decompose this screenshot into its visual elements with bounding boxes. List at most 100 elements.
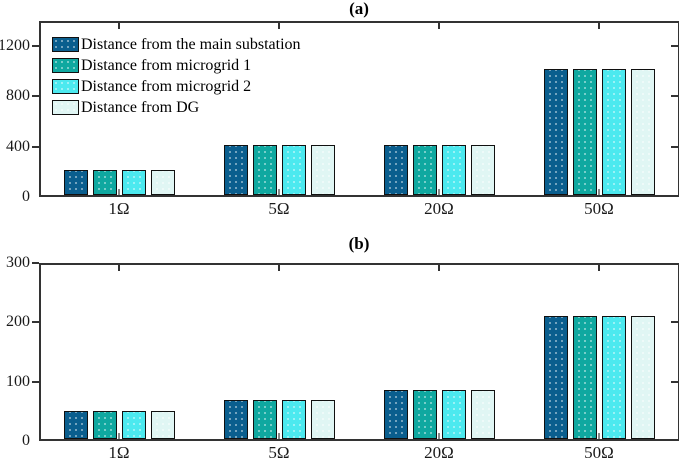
bar-1Ω-series-4 <box>150 169 175 195</box>
bar-20Ω-series-4 <box>470 144 495 195</box>
axis-left <box>39 21 41 197</box>
x-tick-top <box>438 264 440 271</box>
x-tick-label: 50Ω <box>584 199 614 218</box>
bar-50Ω-series-1 <box>543 316 568 439</box>
bar-50Ω-series-1 <box>543 69 568 195</box>
x-tick-top <box>438 22 440 29</box>
legend-swatch-icon <box>52 100 79 115</box>
legend-label: Distance from microgrid 2 <box>81 77 252 95</box>
x-tick-top <box>118 264 120 271</box>
axis-right <box>677 263 679 441</box>
y-tick-label: 300 <box>6 254 30 271</box>
legend-item: Distance from microgrid 2 <box>52 77 301 95</box>
x-tick-bottom <box>118 433 120 439</box>
bar-1Ω-series-4 <box>150 411 175 439</box>
y-tick-right <box>671 321 679 324</box>
x-tick-label: 5Ω <box>268 443 290 462</box>
bar-5Ω-series-1 <box>223 399 248 439</box>
x-tick-label: 1Ω <box>108 443 130 462</box>
y-tick-label: 400 <box>6 137 30 155</box>
bar-20Ω-series-3 <box>441 144 466 195</box>
bar-50Ω-series-2 <box>572 69 597 195</box>
bar-5Ω-series-3 <box>281 399 306 439</box>
bar-1Ω-series-1 <box>63 169 88 195</box>
x-tick-bottom <box>598 189 600 195</box>
bar-20Ω-series-2 <box>412 144 437 195</box>
bar-50Ω-series-3 <box>601 316 626 439</box>
y-tick-left <box>32 321 39 324</box>
bar-20Ω-series-1 <box>383 144 408 195</box>
bar-20Ω-series-1 <box>383 390 408 439</box>
y-tick-left <box>32 95 39 98</box>
legend-label: Distance from microgrid 1 <box>81 56 252 74</box>
bar-1Ω-series-1 <box>63 411 88 439</box>
bar-20Ω-series-2 <box>412 390 437 439</box>
panel-b-title: (b) <box>348 234 370 253</box>
legend-swatch-icon <box>52 58 79 73</box>
legend-item: Distance from DG <box>52 98 301 116</box>
x-tick-label: 1Ω <box>108 199 130 218</box>
y-tick-label: 100 <box>6 372 30 390</box>
bar-50Ω-series-2 <box>572 316 597 439</box>
bar-5Ω-series-3 <box>281 144 306 195</box>
bar-1Ω-series-3 <box>121 411 146 439</box>
y-tick-right <box>671 145 679 148</box>
legend-item: Distance from the main substation <box>52 35 301 53</box>
y-tick-left <box>32 262 39 264</box>
bar-50Ω-series-4 <box>630 316 655 439</box>
y-tick-right <box>671 95 679 98</box>
x-tick-label: 20Ω <box>424 443 454 462</box>
panel-b <box>32 262 679 441</box>
axis-top <box>39 21 679 23</box>
y-tick-label: 0 <box>22 188 30 205</box>
y-tick-left <box>32 45 39 48</box>
y-tick-label: 0 <box>22 432 30 449</box>
bar-1Ω-series-3 <box>121 169 146 195</box>
bar-5Ω-series-2 <box>252 399 277 439</box>
y-tick-left <box>32 380 39 383</box>
x-tick-bottom <box>278 189 280 195</box>
axis-bottom <box>39 439 679 441</box>
bar-5Ω-series-1 <box>223 144 248 195</box>
x-tick-top <box>278 22 280 29</box>
bar-20Ω-series-3 <box>441 390 466 439</box>
bar-5Ω-series-2 <box>252 144 277 195</box>
x-tick-top <box>118 22 120 29</box>
x-tick-top <box>598 264 600 271</box>
y-tick-left <box>32 145 39 148</box>
bar-50Ω-series-4 <box>630 69 655 195</box>
bar-5Ω-series-4 <box>310 144 335 195</box>
bar-20Ω-series-4 <box>470 390 495 439</box>
x-tick-label: 50Ω <box>584 443 614 462</box>
x-tick-top <box>598 22 600 29</box>
y-tick-right <box>671 45 679 48</box>
legend-swatch-icon <box>52 37 79 52</box>
panel-a <box>32 21 679 197</box>
legend-label: Distance from DG <box>81 98 200 116</box>
bar-1Ω-series-2 <box>92 411 117 439</box>
legend-item: Distance from microgrid 1 <box>52 56 301 74</box>
axis-bottom <box>39 195 679 197</box>
x-tick-bottom <box>598 433 600 439</box>
y-tick-label: 800 <box>6 87 30 105</box>
bar-50Ω-series-3 <box>601 69 626 195</box>
legend: Distance from the main substation Distanc… <box>52 35 301 121</box>
bar-5Ω-series-4 <box>310 399 335 439</box>
x-tick-label: 5Ω <box>268 199 290 218</box>
bar-1Ω-series-2 <box>92 169 117 195</box>
x-tick-bottom <box>438 189 440 195</box>
y-tick-label: 200 <box>6 313 30 331</box>
y-tick-right <box>671 380 679 383</box>
axis-right <box>677 21 679 197</box>
legend-swatch-icon <box>52 79 79 94</box>
x-tick-bottom <box>118 189 120 195</box>
x-tick-bottom <box>438 433 440 439</box>
x-tick-label: 20Ω <box>424 199 454 218</box>
x-tick-bottom <box>278 433 280 439</box>
legend-label: Distance from the main substation <box>81 35 301 53</box>
panel-a-title: (a) <box>349 0 369 18</box>
axis-top <box>39 263 679 265</box>
x-tick-top <box>278 264 280 271</box>
y-tick-label: 1200 <box>0 37 30 55</box>
